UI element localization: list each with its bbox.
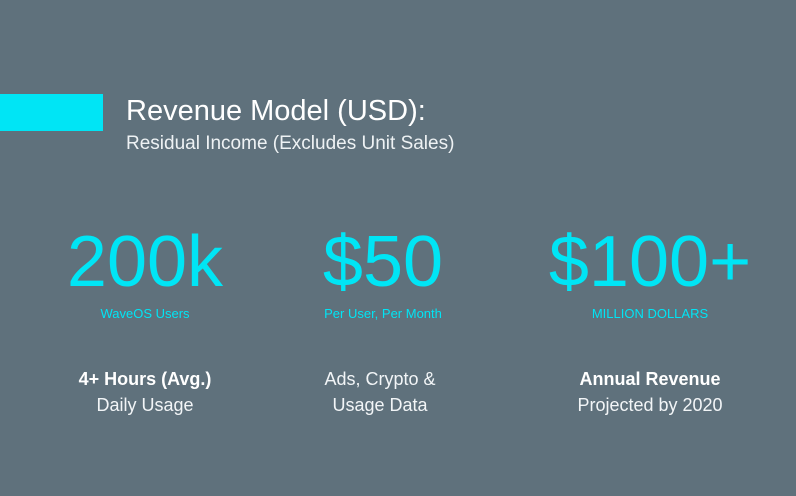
stat-value-price: $50 xyxy=(322,222,444,302)
stat-users: 200k WaveOS Users xyxy=(15,222,275,322)
detail-users-line2: Daily Usage xyxy=(96,395,194,415)
detail-users: 4+ Hours (Avg.) Daily Usage xyxy=(15,366,275,418)
stat-caption-price: Per User, Per Month xyxy=(324,306,442,321)
detail-revenue: Annual Revenue Projected by 2020 xyxy=(520,366,780,418)
slide-subtitle: Residual Income (Excludes Unit Sales) xyxy=(126,133,455,154)
detail-users-line1: 4+ Hours (Avg.) xyxy=(78,369,212,389)
detail-price-line1: Ads, Crypto & xyxy=(324,369,436,389)
stat-caption-revenue: MILLION DOLLARS xyxy=(591,306,709,321)
stat-price: $50 Per User, Per Month xyxy=(253,222,513,322)
detail-price-line2: Usage Data xyxy=(332,395,428,415)
slide-title: Revenue Model (USD): xyxy=(126,95,426,127)
detail-revenue-line1: Annual Revenue xyxy=(579,369,721,389)
stat-value-revenue: $100+ xyxy=(548,222,752,302)
detail-revenue-line2: Projected by 2020 xyxy=(577,395,723,415)
accent-bar xyxy=(0,94,103,131)
stat-value-users: 200k xyxy=(66,222,224,302)
stat-caption-users: WaveOS Users xyxy=(100,306,190,321)
detail-price: Ads, Crypto & Usage Data xyxy=(250,366,510,418)
stat-revenue: $100+ MILLION DOLLARS xyxy=(520,222,780,322)
